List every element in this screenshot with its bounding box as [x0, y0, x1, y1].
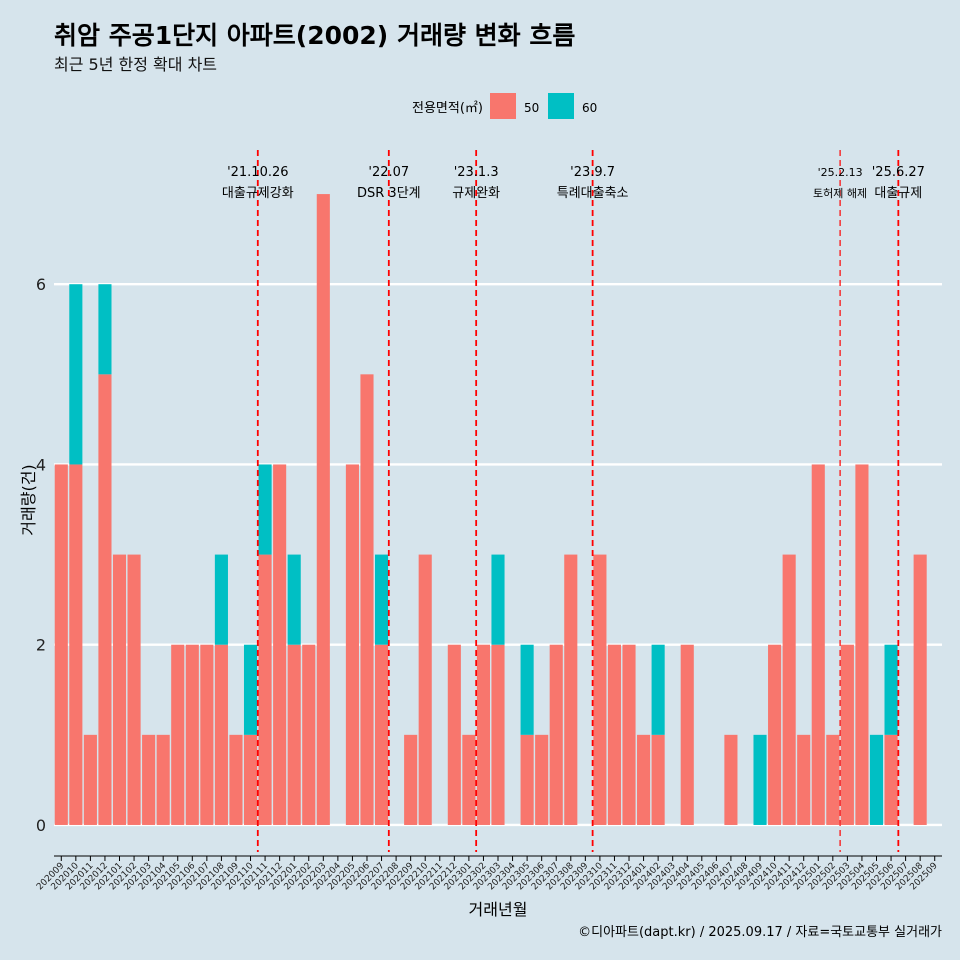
- bar-50-202103: [142, 734, 156, 825]
- bar-50-202307: [549, 644, 563, 825]
- y-axis-label: 거래량(건): [19, 464, 38, 535]
- y-axis-ticks: 0 2 4 6: [36, 275, 46, 835]
- bar-50-202508: [913, 554, 927, 825]
- bar-50-202102: [127, 554, 141, 825]
- bar-50-202207: [374, 644, 389, 825]
- bar-60-202110: [243, 644, 258, 735]
- event-date: '25.2.13: [818, 166, 863, 179]
- event-label: DSR 3단계: [357, 186, 421, 201]
- bar-50-202311: [607, 644, 622, 825]
- bar-50-202504: [855, 464, 869, 825]
- bar-50-202501: [811, 464, 825, 825]
- bar-60-202012: [98, 284, 112, 375]
- legend-label-50: 50: [524, 101, 539, 115]
- bar-60-202305: [520, 644, 534, 735]
- event-date: '23.9.7: [570, 165, 615, 180]
- bar-50-202107: [200, 644, 214, 825]
- bar-50-202206: [360, 374, 374, 825]
- bar-60-202108: [214, 554, 228, 645]
- chart-title: 취암 주공1단지 아파트(2002) 거래량 변화 흐름: [54, 21, 575, 50]
- bar-50-202111: [258, 554, 272, 825]
- bar-50-202209: [404, 734, 418, 825]
- bar-60-202303: [491, 554, 505, 645]
- bar-50-202306: [535, 734, 549, 825]
- bar-50-202301: [462, 734, 476, 825]
- bar-50-202010: [69, 464, 83, 825]
- bar-50-202202: [302, 644, 316, 825]
- x-axis-label: 거래년월: [469, 900, 528, 919]
- bar-50-202109: [229, 734, 243, 825]
- bar-60-202409: [753, 734, 767, 825]
- event-label: 토허제 해제: [813, 186, 867, 200]
- event-date: '23.1.3: [454, 165, 499, 180]
- bar-50-202203: [316, 194, 330, 825]
- legend-swatch-60: [548, 93, 574, 119]
- bar-50-202411: [782, 554, 796, 825]
- bar-60-202207: [374, 554, 389, 645]
- bar-50-202106: [185, 644, 199, 825]
- bar-50-202101: [112, 554, 127, 825]
- bar-50-202407: [724, 734, 738, 825]
- legend: 전용면적(㎡) 50 60: [412, 93, 597, 119]
- event-label: 특례대출축소: [557, 186, 629, 201]
- bar-60-202010: [69, 284, 83, 465]
- bar-50-202108: [214, 644, 228, 825]
- bar-60-202402: [651, 644, 665, 735]
- y-tick-label: 2: [36, 636, 46, 655]
- bar-60-202506: [884, 644, 898, 735]
- bar-50-202201: [287, 644, 301, 825]
- bar-50-202303: [491, 644, 505, 825]
- bar-50-202105: [171, 644, 185, 825]
- bar-50-202412: [797, 734, 811, 825]
- bar-60-202201: [287, 554, 301, 645]
- bar-50-202112: [273, 464, 287, 825]
- bar-50-202503: [840, 644, 854, 825]
- bar-50-202506: [884, 734, 898, 825]
- legend-swatch-50: [490, 93, 516, 119]
- bar-50-202009: [54, 464, 68, 825]
- event-date: '21.10.26: [227, 165, 288, 180]
- bar-50-202310: [593, 554, 607, 825]
- bar-50-202402: [651, 734, 665, 825]
- bar-50-202205: [345, 464, 359, 825]
- bar-60-202111: [258, 464, 272, 555]
- chart-subtitle: 최근 5년 한정 확대 차트: [54, 55, 217, 74]
- bar-60-202505: [869, 734, 884, 825]
- bar-50-202308: [564, 554, 578, 825]
- event-label: 대출규제강화: [222, 186, 294, 201]
- event-date: '25.6.27: [872, 165, 925, 180]
- bar-50-202210: [418, 554, 432, 825]
- bar-50-202410: [768, 644, 782, 825]
- event-label: 대출규제: [874, 186, 922, 201]
- legend-title: 전용면적(㎡): [412, 101, 483, 116]
- bar-50-202104: [156, 734, 170, 825]
- bar-50-202401: [637, 734, 651, 825]
- bar-50-202312: [622, 644, 636, 825]
- bar-50-202305: [520, 734, 534, 825]
- bar-50-202212: [447, 644, 461, 825]
- bar-50-202110: [243, 734, 258, 825]
- event-lines: '21.10.26 대출규제강화 '22.07 DSR 3단계 '23.1.3 규제완화 '…: [222, 150, 925, 852]
- x-axis: 2020092020102020112020122021012021022021…: [35, 855, 942, 892]
- bars: [54, 194, 927, 825]
- event-date: '22.07: [368, 165, 409, 180]
- event-label: 규제완화: [452, 186, 500, 201]
- bar-50-202011: [83, 734, 97, 825]
- y-tick-label: 6: [36, 275, 46, 294]
- bar-50-202012: [98, 374, 112, 825]
- legend-label-60: 60: [582, 101, 597, 115]
- footer-credit: ©디아파트(dapt.kr) / 2025.09.17 / 자료=국토교통부 실…: [578, 925, 942, 940]
- bar-50-202302: [476, 644, 490, 825]
- bar-50-202502: [826, 734, 840, 825]
- y-tick-label: 0: [36, 816, 46, 835]
- y-tick-label: 4: [36, 455, 46, 474]
- bar-50-202404: [680, 644, 694, 825]
